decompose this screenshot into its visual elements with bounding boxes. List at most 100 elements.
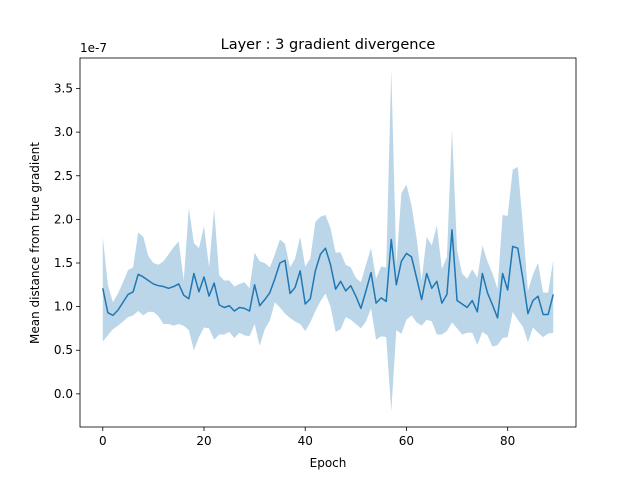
- data-point: [203, 276, 204, 277]
- data-point: [320, 254, 321, 255]
- data-point: [472, 300, 473, 301]
- data-point: [543, 314, 544, 315]
- data-point: [234, 310, 235, 311]
- data-point: [112, 315, 113, 316]
- data-point: [487, 292, 488, 293]
- data-point: [183, 295, 184, 296]
- x-tick-label: 0: [99, 434, 107, 448]
- x-axis-label: Epoch: [310, 456, 347, 470]
- data-point: [138, 274, 139, 275]
- data-point: [224, 307, 225, 308]
- data-point: [254, 284, 255, 285]
- data-point: [355, 296, 356, 297]
- data-point: [107, 312, 108, 313]
- data-point: [219, 304, 220, 305]
- data-point: [441, 303, 442, 304]
- data-point: [375, 303, 376, 304]
- data-point: [451, 229, 452, 230]
- data-point: [259, 305, 260, 306]
- chart-title: Layer : 3 gradient divergence: [221, 37, 436, 53]
- data-point: [244, 308, 245, 309]
- y-tick-label: 0.0: [54, 387, 73, 401]
- data-point: [507, 289, 508, 290]
- data-point: [416, 277, 417, 278]
- data-point: [168, 288, 169, 289]
- data-point: [193, 273, 194, 274]
- y-tick-label: 3.0: [54, 125, 73, 139]
- x-tick-label: 80: [500, 434, 515, 448]
- data-point: [178, 283, 179, 284]
- data-point: [381, 297, 382, 298]
- data-point: [127, 294, 128, 295]
- y-tick-label: 1.0: [54, 300, 73, 314]
- data-point: [315, 270, 316, 271]
- data-point: [208, 296, 209, 297]
- data-point: [532, 300, 533, 301]
- data-point: [264, 299, 265, 300]
- y-tick-label: 1.5: [54, 256, 73, 270]
- data-point: [548, 314, 549, 315]
- data-point: [482, 273, 483, 274]
- data-point: [456, 300, 457, 301]
- data-point: [173, 286, 174, 287]
- data-point: [148, 280, 149, 281]
- data-point: [284, 260, 285, 261]
- data-point: [401, 261, 402, 262]
- y-tick-label: 2.0: [54, 212, 73, 226]
- data-point: [436, 281, 437, 282]
- data-point: [360, 308, 361, 309]
- axes-frame: [79, 57, 577, 428]
- data-point: [158, 285, 159, 286]
- data-point: [274, 278, 275, 279]
- data-point: [214, 282, 215, 283]
- data-point: [350, 285, 351, 286]
- y-tick-label: 2.5: [54, 169, 73, 183]
- x-tick-label: 60: [399, 434, 414, 448]
- data-point: [229, 305, 230, 306]
- data-point: [391, 239, 392, 240]
- data-point: [153, 283, 154, 284]
- data-point: [386, 301, 387, 302]
- data-point: [305, 303, 306, 304]
- data-point: [279, 262, 280, 263]
- data-point: [188, 298, 189, 299]
- data-point: [497, 317, 498, 318]
- data-point: [517, 248, 518, 249]
- y-offset-text: 1e-7: [80, 41, 107, 55]
- data-point: [431, 288, 432, 289]
- y-tick-label: 3.5: [54, 82, 73, 96]
- x-tick-label: 20: [196, 434, 211, 448]
- y-tick-label: 0.5: [54, 343, 73, 357]
- data-point: [512, 246, 513, 247]
- data-point: [269, 292, 270, 293]
- data-point: [335, 289, 336, 290]
- data-point: [477, 311, 478, 312]
- data-point: [553, 294, 554, 295]
- mean-line: [102, 229, 554, 319]
- data-point: [325, 248, 326, 249]
- data-point: [345, 290, 346, 291]
- data-point: [492, 304, 493, 305]
- data-point: [426, 273, 427, 274]
- data-point: [289, 293, 290, 294]
- confidence-band: [102, 69, 554, 412]
- data-point: [467, 307, 468, 308]
- data-point: [421, 299, 422, 300]
- data-point: [117, 310, 118, 311]
- data-point: [330, 264, 331, 265]
- plot-area: 0 20 40 60 80 0.0 0.5 1.0 1.5 2.0 2.5 3.0 3.5: [54, 57, 577, 448]
- data-point: [239, 307, 240, 308]
- data-point: [370, 272, 371, 273]
- data-point: [295, 287, 296, 288]
- data-point: [163, 286, 164, 287]
- data-point: [365, 290, 366, 291]
- data-point: [310, 298, 311, 299]
- data-point: [122, 302, 123, 303]
- y-axis-label: Mean distance from true gradient: [28, 142, 42, 344]
- data-point: [143, 276, 144, 277]
- data-point: [396, 284, 397, 285]
- data-point: [527, 313, 528, 314]
- data-point: [537, 296, 538, 297]
